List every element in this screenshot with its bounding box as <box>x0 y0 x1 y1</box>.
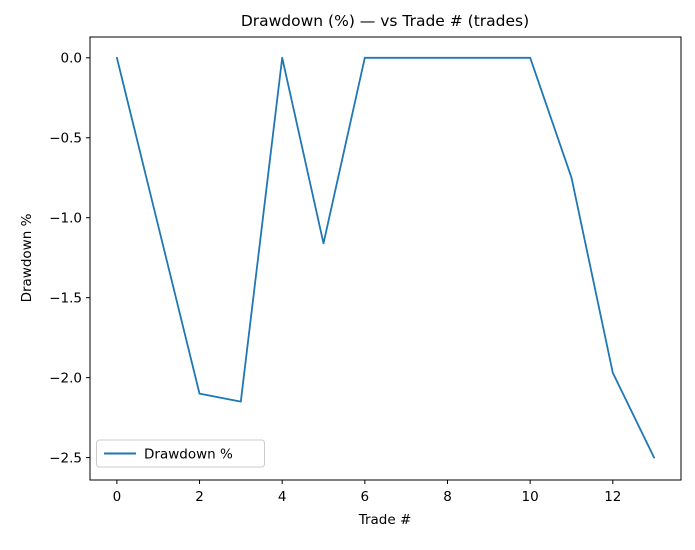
x-tick-label: 8 <box>443 489 452 505</box>
legend: Drawdown % <box>96 439 265 468</box>
y-tick-label: 0.0 <box>61 51 82 67</box>
y-axis-label: Drawdown % <box>19 213 35 302</box>
y-ticks: 0.0 −0.5 −1.0 −1.5 −2.0 −2.5 <box>49 51 90 466</box>
y-tick-label: −0.5 <box>49 131 82 147</box>
y-tick-label: −2.5 <box>49 450 82 466</box>
y-tick-label: −1.5 <box>49 290 82 306</box>
y-tick-label: −2.0 <box>49 370 82 386</box>
x-tick-label: 4 <box>278 489 287 505</box>
x-tick-label: 0 <box>113 489 122 505</box>
x-tick-label: 10 <box>522 489 539 505</box>
x-ticks: 0 2 4 6 8 10 12 <box>113 480 621 505</box>
x-axis-label: Trade # <box>358 512 412 528</box>
chart-title: Drawdown (%) — vs Trade # (trades) <box>241 12 529 30</box>
axes-border <box>89 36 682 481</box>
drawdown-line <box>116 56 655 459</box>
x-tick-label: 2 <box>195 489 204 505</box>
legend-label: Drawdown % <box>144 447 233 463</box>
y-tick-label: −1.0 <box>49 211 82 227</box>
x-tick-label: 12 <box>604 489 621 505</box>
x-tick-label: 6 <box>361 489 370 505</box>
legend-box <box>96 439 265 468</box>
